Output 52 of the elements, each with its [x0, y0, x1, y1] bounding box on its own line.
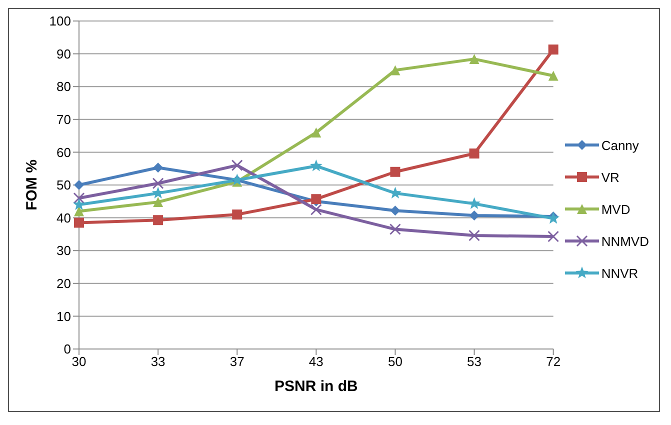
y-tick-label: 30 — [56, 243, 71, 258]
point — [390, 206, 400, 216]
y-tick-label: 40 — [56, 210, 71, 226]
point — [72, 198, 86, 210]
y-tick-label: 70 — [56, 112, 71, 128]
point — [232, 210, 242, 220]
y-tick-label: 0 — [64, 342, 71, 357]
point — [469, 148, 480, 159]
point — [468, 230, 480, 242]
legend-label: NNMVD — [601, 234, 649, 248]
point — [153, 197, 164, 208]
y-tick-label: 100 — [49, 14, 71, 29]
point — [468, 197, 480, 209]
x-tick-label: 30 — [72, 354, 86, 370]
y-tick-label: 80 — [56, 79, 71, 94]
legend-label: VR — [601, 170, 620, 184]
legend-label: Canny — [601, 138, 639, 152]
point — [74, 206, 84, 216]
y-tick-label: 20 — [56, 276, 71, 292]
point — [547, 212, 560, 224]
point — [153, 162, 164, 173]
y-tick-label: 60 — [56, 144, 71, 160]
point — [390, 166, 400, 177]
point — [548, 70, 558, 81]
point — [74, 218, 84, 228]
point — [389, 224, 401, 236]
point — [310, 159, 322, 172]
x-tick-label: 50 — [388, 354, 402, 370]
point — [390, 65, 400, 76]
point — [231, 160, 243, 172]
x-axis-title: PSNR in dB — [274, 378, 358, 395]
y-tick-label: 90 — [56, 46, 71, 62]
legend-label: NNVR — [601, 266, 638, 280]
point — [469, 210, 480, 221]
x-tick-label: 37 — [230, 354, 244, 370]
point — [311, 128, 322, 138]
point — [152, 178, 164, 190]
x-tick-label: 72 — [546, 354, 561, 370]
point — [73, 192, 85, 204]
point — [74, 180, 84, 190]
point — [310, 204, 322, 216]
point — [469, 54, 480, 64]
y-tick-label: 50 — [56, 178, 71, 193]
point — [548, 230, 560, 242]
x-tick-label: 53 — [467, 354, 482, 370]
y-axis-title: FOM % — [23, 160, 40, 210]
x-tick-label: 43 — [308, 354, 324, 370]
legend-label: MVD — [601, 202, 630, 216]
point — [548, 44, 558, 55]
x-tick-label: 33 — [150, 354, 166, 370]
point — [153, 215, 164, 226]
y-tick-label: 10 — [56, 308, 71, 324]
